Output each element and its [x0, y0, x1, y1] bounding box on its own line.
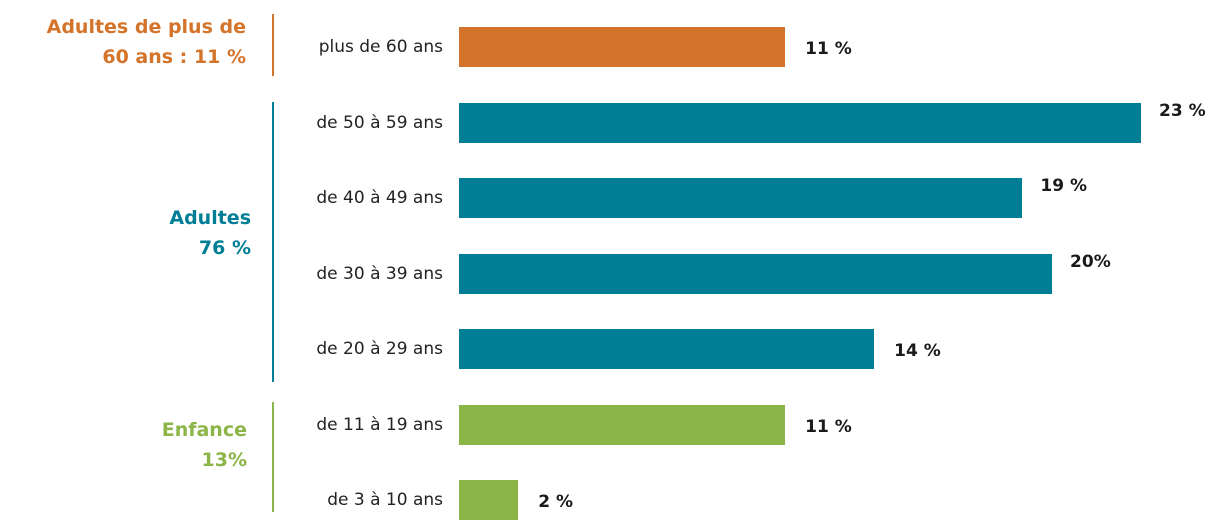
value-label: 20%: [1070, 251, 1111, 272]
bar: [459, 329, 875, 369]
group-label-senior: Adultes de plus de 60 ans : 11 %: [0, 12, 246, 72]
value-label: 2 %: [538, 492, 574, 512]
bar: [459, 404, 786, 445]
group-label-adult: Adultes 76 %: [0, 203, 251, 263]
bar: [459, 27, 786, 67]
group-label-senior-line2: 60 ans : 11 %: [102, 46, 246, 68]
category-label: de 20 à 29 ans: [316, 339, 443, 359]
category-label: de 50 à 59 ans: [316, 112, 443, 133]
bar: [459, 178, 1023, 218]
value-label: 19 %: [1040, 176, 1087, 196]
group-line-senior: [272, 14, 274, 76]
bar: [459, 480, 519, 520]
value-label: 11 %: [805, 416, 852, 437]
value-label: 23 %: [1159, 100, 1206, 121]
bar: [459, 102, 1141, 143]
group-label-adult-line2: 76 %: [198, 237, 251, 259]
category-label: de 3 à 10 ans: [327, 490, 443, 510]
category-label: de 30 à 39 ans: [316, 263, 443, 284]
group-label-adult-line1: Adultes: [169, 207, 251, 229]
group-label-child-line2: 13%: [201, 449, 247, 471]
bar: [459, 253, 1053, 294]
value-label: 11 %: [805, 39, 852, 59]
category-label: de 11 à 19 ans: [316, 414, 443, 435]
group-label-child-line1: Enfance: [161, 419, 247, 441]
group-line-child: [272, 402, 274, 512]
category-label: de 40 à 49 ans: [316, 188, 443, 208]
group-label-child: Enfance 13%: [0, 415, 247, 475]
group-label-senior-line1: Adultes de plus de: [46, 16, 246, 38]
category-label: plus de 60 ans: [318, 37, 443, 57]
group-line-adult: [272, 102, 274, 382]
value-label: 14 %: [894, 341, 941, 361]
